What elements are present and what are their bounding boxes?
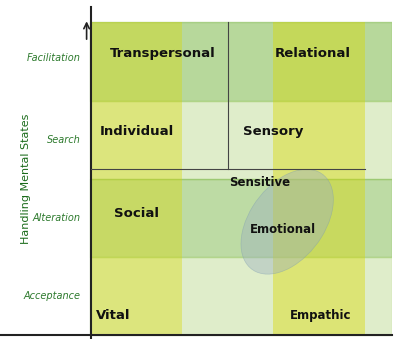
Text: Alteration: Alteration — [32, 213, 80, 223]
Bar — [274, 22, 365, 335]
Bar — [90, 22, 392, 101]
Text: Emotional: Emotional — [250, 223, 316, 236]
Ellipse shape — [241, 170, 333, 274]
Text: Vital: Vital — [96, 309, 130, 322]
Bar — [90, 179, 392, 257]
Text: Relational: Relational — [275, 47, 351, 60]
Bar — [90, 257, 392, 335]
Text: Sensitive: Sensitive — [229, 176, 290, 189]
Text: Individual: Individual — [100, 125, 174, 138]
Text: Facilitation: Facilitation — [26, 53, 80, 63]
Text: Social: Social — [114, 207, 159, 220]
Text: Handling Mental States: Handling Mental States — [20, 114, 30, 244]
Text: Transpersonal: Transpersonal — [109, 47, 215, 60]
Text: Search: Search — [46, 135, 80, 145]
Text: Acceptance: Acceptance — [23, 291, 80, 301]
Text: Empathic: Empathic — [290, 309, 351, 322]
Bar — [91, 22, 182, 335]
Bar — [90, 101, 392, 179]
Text: Sensory: Sensory — [243, 125, 304, 138]
